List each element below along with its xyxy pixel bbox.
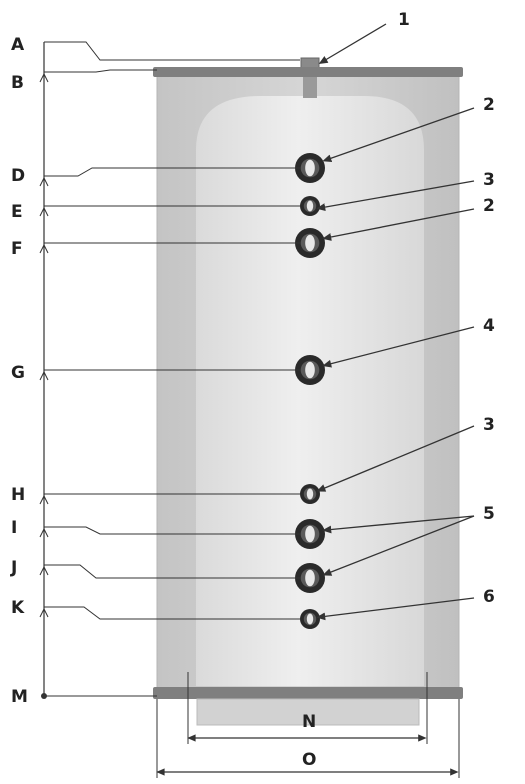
callout-leader [316, 597, 475, 621]
top-band [153, 67, 463, 77]
base-foot [196, 698, 420, 726]
left-dimension-label: E [11, 202, 23, 222]
rail-end-dot [41, 693, 47, 699]
dimension-lead-line [44, 606, 300, 620]
callout-number: 5 [483, 504, 495, 524]
left-dimension-label: H [11, 485, 25, 505]
callout-number: 3 [483, 415, 495, 435]
dimension-arrow [39, 370, 49, 381]
dimension-arrow [39, 176, 49, 187]
left-dimension-label: B [11, 73, 24, 93]
left-dimension-label: A [11, 35, 25, 55]
width-dimension-label: N [302, 712, 316, 732]
dimension-lines [39, 23, 475, 778]
callout-number: 1 [398, 10, 410, 30]
pipe-connection [295, 153, 325, 183]
dimension-arrow [39, 527, 49, 538]
dimension-arrow [39, 494, 49, 505]
dimension-lead-line [44, 69, 157, 73]
callout-leader [322, 515, 475, 576]
pipe-connection [295, 355, 325, 385]
left-dimension-label: K [11, 598, 25, 618]
dimension-arrow [39, 72, 49, 83]
pipe-connection [300, 609, 320, 629]
pipe-connection [295, 519, 325, 549]
pipe-connection [300, 196, 320, 216]
inner-vessel [196, 96, 424, 686]
dimension-arrow [39, 243, 49, 254]
callout-leader [318, 23, 387, 64]
pipe-connection [295, 563, 325, 593]
callout-leader [316, 425, 475, 492]
callout-number: 2 [483, 95, 495, 115]
callout-number: 4 [483, 316, 495, 336]
callout-leader [316, 180, 475, 211]
dimension-lead-line [44, 41, 300, 61]
callout-leader [322, 326, 475, 368]
left-dimension-label: F [11, 239, 23, 259]
left-dimension-label: M [11, 687, 28, 707]
callout-leader [322, 208, 475, 241]
pipe-connection [300, 484, 320, 504]
top-pipe [303, 74, 317, 98]
dimension-lead-line [44, 564, 300, 579]
dimension-lead-line [44, 526, 300, 535]
callout-number: 3 [483, 170, 495, 190]
dimension-arrow [39, 607, 49, 618]
callout-leader [322, 107, 475, 162]
callout-number: 2 [483, 196, 495, 216]
dimension-arrow [39, 565, 49, 576]
dimension-lead-line [44, 167, 300, 177]
callout-number: 6 [483, 587, 495, 607]
connections-layer [295, 153, 325, 629]
dimension-arrow [39, 206, 49, 217]
left-dimension-label: J [10, 558, 17, 578]
left-dimension-label: I [11, 518, 17, 538]
callout-leader [322, 515, 475, 534]
pipe-connection [295, 228, 325, 258]
width-dimension-label: O [302, 750, 316, 770]
bottom-band [153, 687, 463, 699]
left-dimension-label: G [11, 363, 25, 383]
left-dimension-label: D [11, 166, 25, 186]
